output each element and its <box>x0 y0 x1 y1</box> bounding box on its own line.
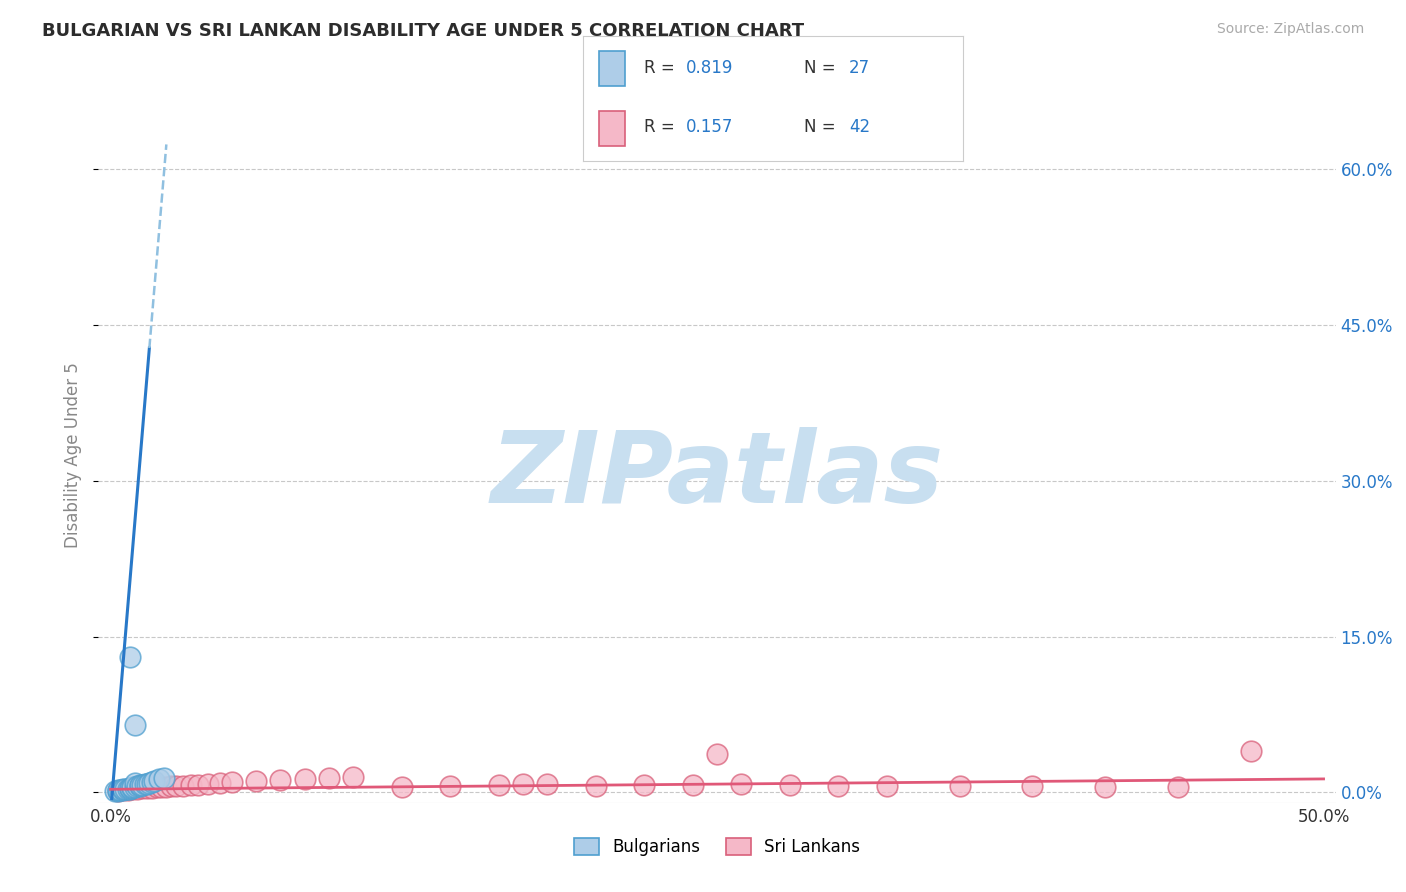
Text: 27: 27 <box>849 59 870 77</box>
Point <box>127 779 149 793</box>
Point <box>1021 779 1043 793</box>
Point <box>512 777 534 791</box>
Point <box>1240 744 1263 758</box>
Point <box>208 776 231 790</box>
Point <box>949 779 972 793</box>
Point <box>136 777 159 791</box>
Point <box>1094 780 1116 795</box>
Point <box>104 784 127 798</box>
Point <box>585 779 607 793</box>
Point <box>439 779 461 793</box>
Point <box>682 778 704 792</box>
Point <box>245 774 267 789</box>
Point <box>342 770 364 784</box>
Point <box>111 783 134 797</box>
Point <box>536 777 558 791</box>
Legend: Bulgarians, Sri Lankans: Bulgarians, Sri Lankans <box>565 830 869 864</box>
Text: 42: 42 <box>849 119 870 136</box>
Point <box>118 650 141 665</box>
Text: 0.819: 0.819 <box>686 59 734 77</box>
Point <box>318 771 340 785</box>
Point <box>124 780 146 795</box>
Point <box>221 775 243 789</box>
Point <box>1167 780 1189 795</box>
Point <box>160 779 183 793</box>
Point <box>121 780 143 795</box>
Text: N =: N = <box>804 59 835 77</box>
Text: R =: R = <box>644 119 675 136</box>
Text: R =: R = <box>644 59 675 77</box>
Point <box>107 784 129 798</box>
Point <box>141 775 163 789</box>
Point <box>488 778 510 792</box>
Point <box>128 779 150 793</box>
Point <box>294 772 316 786</box>
Point <box>111 782 134 797</box>
Point <box>706 747 728 761</box>
Point <box>145 780 167 795</box>
Point <box>779 778 801 792</box>
Text: ZIPatlas: ZIPatlas <box>491 427 943 524</box>
Point <box>165 779 187 793</box>
Point <box>127 782 149 797</box>
Point <box>197 777 219 791</box>
Point <box>150 780 173 795</box>
Bar <box>599 51 626 86</box>
Point <box>121 782 143 797</box>
Y-axis label: Disability Age Under 5: Disability Age Under 5 <box>65 362 83 548</box>
Point <box>117 783 139 797</box>
Bar <box>599 111 626 145</box>
Point <box>148 772 170 786</box>
Point <box>180 778 202 792</box>
Point <box>155 780 177 795</box>
Point <box>730 777 752 791</box>
Point <box>110 783 132 797</box>
Text: Source: ZipAtlas.com: Source: ZipAtlas.com <box>1216 22 1364 37</box>
Point <box>391 780 413 795</box>
Point <box>111 783 134 797</box>
Point <box>143 774 166 789</box>
Text: 0.157: 0.157 <box>686 119 734 136</box>
Point <box>117 782 139 797</box>
Point <box>136 781 159 796</box>
Text: BULGARIAN VS SRI LANKAN DISABILITY AGE UNDER 5 CORRELATION CHART: BULGARIAN VS SRI LANKAN DISABILITY AGE U… <box>42 22 804 40</box>
Point <box>128 778 150 792</box>
Point <box>107 783 129 797</box>
Point <box>269 772 291 787</box>
Text: N =: N = <box>804 119 835 136</box>
Point <box>141 781 163 796</box>
Point <box>187 778 209 792</box>
Point <box>153 771 176 785</box>
Point <box>121 781 143 796</box>
Point <box>118 781 141 796</box>
Point <box>124 718 146 732</box>
Point <box>827 779 849 793</box>
Point <box>107 784 129 798</box>
Point <box>114 782 136 797</box>
Point <box>131 781 153 796</box>
Point <box>131 778 153 792</box>
Point <box>172 779 194 793</box>
Point <box>633 778 655 792</box>
Point <box>124 776 146 790</box>
Point <box>138 776 160 790</box>
Point <box>876 779 898 793</box>
Point <box>118 782 141 797</box>
Point <box>134 777 156 791</box>
